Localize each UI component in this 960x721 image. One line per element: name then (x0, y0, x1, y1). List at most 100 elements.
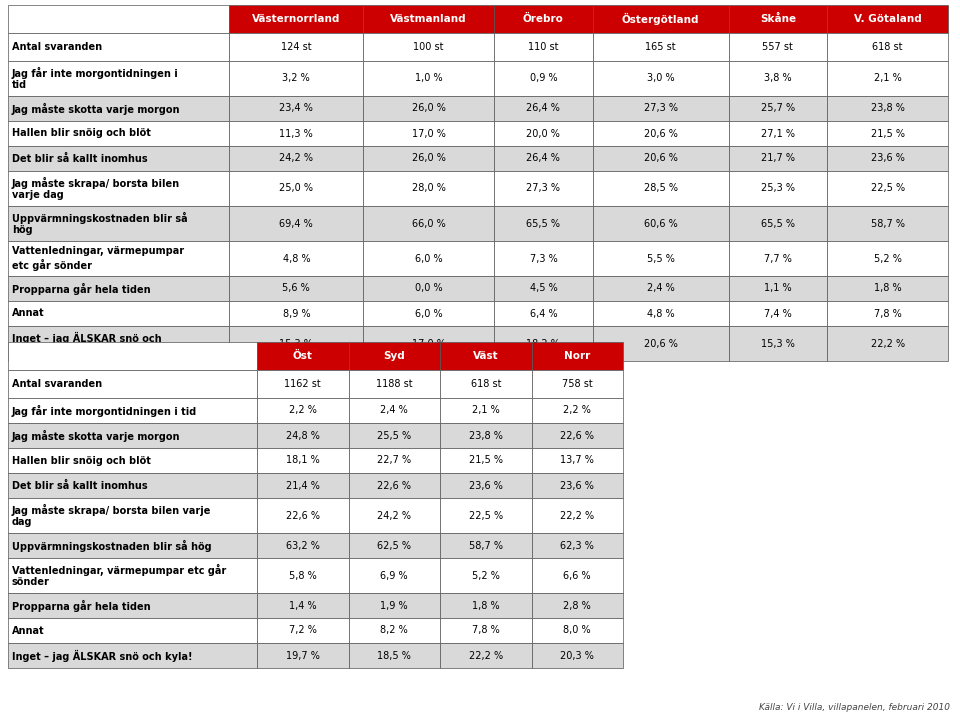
Text: 0,9 %: 0,9 % (530, 74, 557, 84)
Text: 22,2 %: 22,2 % (561, 510, 594, 521)
Text: 22,2 %: 22,2 % (871, 338, 904, 348)
Text: Jag får inte morgontidningen i tid: Jag får inte morgontidningen i tid (12, 404, 197, 417)
Text: 26,0 %: 26,0 % (412, 154, 445, 164)
Text: Skåne: Skåne (760, 14, 796, 24)
Text: Östergötland: Östergötland (622, 13, 700, 25)
Text: 23,6 %: 23,6 % (871, 154, 904, 164)
Text: 5,8 %: 5,8 % (289, 570, 317, 580)
Text: Propparna går hela tiden: Propparna går hela tiden (12, 283, 151, 295)
Text: 63,2 %: 63,2 % (286, 541, 320, 551)
Text: 19,7 %: 19,7 % (286, 650, 320, 660)
Text: Jag måste skotta varje morgon: Jag måste skotta varje morgon (12, 102, 180, 115)
Text: Källa: Vi i Villa, villapanelen, februari 2010: Källa: Vi i Villa, villapanelen, februar… (759, 704, 950, 712)
Text: 27,3 %: 27,3 % (526, 184, 561, 193)
Text: 4,8 %: 4,8 % (282, 254, 310, 263)
Text: 2,1 %: 2,1 % (874, 74, 901, 84)
Text: 758 st: 758 st (562, 379, 592, 389)
Text: 26,0 %: 26,0 % (412, 104, 445, 113)
Text: 22,6 %: 22,6 % (286, 510, 320, 521)
Text: Jag måste skrapa/ borsta bilen varje
dag: Jag måste skrapa/ borsta bilen varje dag (12, 504, 211, 527)
Text: 13,7 %: 13,7 % (561, 456, 594, 466)
Text: 2,8 %: 2,8 % (564, 601, 591, 611)
Text: 15,3 %: 15,3 % (279, 338, 313, 348)
Text: 7,3 %: 7,3 % (530, 254, 558, 263)
Text: 58,7 %: 58,7 % (468, 541, 503, 551)
Text: 22,7 %: 22,7 % (377, 456, 411, 466)
Text: 124 st: 124 st (281, 42, 312, 52)
Text: 17,0 %: 17,0 % (412, 338, 445, 348)
Text: 6,0 %: 6,0 % (415, 309, 443, 319)
Text: 2,1 %: 2,1 % (472, 405, 499, 415)
Text: Annat: Annat (12, 309, 44, 319)
Text: 69,4 %: 69,4 % (279, 218, 313, 229)
Text: 2,4 %: 2,4 % (380, 405, 408, 415)
Text: 0,0 %: 0,0 % (415, 283, 443, 293)
Text: 20,3 %: 20,3 % (561, 650, 594, 660)
Text: Väst: Väst (473, 351, 498, 361)
Text: 18,1 %: 18,1 % (286, 456, 320, 466)
Text: 110 st: 110 st (528, 42, 559, 52)
Text: Inget – jag ÄLSKAR snö och kyla!: Inget – jag ÄLSKAR snö och kyla! (12, 650, 193, 662)
Text: 8,9 %: 8,9 % (282, 309, 310, 319)
Text: 20,6 %: 20,6 % (644, 128, 678, 138)
Text: 5,6 %: 5,6 % (282, 283, 310, 293)
Text: 24,2 %: 24,2 % (377, 510, 411, 521)
Text: 6,6 %: 6,6 % (564, 570, 591, 580)
Text: 22,2 %: 22,2 % (468, 650, 503, 660)
Text: 25,3 %: 25,3 % (761, 184, 795, 193)
Text: 1188 st: 1188 st (376, 379, 413, 389)
Text: Antal svaranden: Antal svaranden (12, 379, 102, 389)
Text: 11,3 %: 11,3 % (279, 128, 313, 138)
Text: 18,2 %: 18,2 % (526, 338, 561, 348)
Text: Västmanland: Västmanland (391, 14, 467, 24)
Text: 65,5 %: 65,5 % (761, 218, 795, 229)
Text: 23,4 %: 23,4 % (279, 104, 313, 113)
Text: 24,8 %: 24,8 % (286, 430, 320, 441)
Text: 1,1 %: 1,1 % (764, 283, 792, 293)
Text: 1162 st: 1162 st (284, 379, 322, 389)
Text: Västernorrland: Västernorrland (252, 14, 341, 24)
Text: 65,5 %: 65,5 % (526, 218, 561, 229)
Text: 4,5 %: 4,5 % (530, 283, 558, 293)
Text: 6,4 %: 6,4 % (530, 309, 557, 319)
Text: 21,5 %: 21,5 % (871, 128, 904, 138)
Text: 22,5 %: 22,5 % (468, 510, 503, 521)
Text: Inget – jag ÄLSKAR snö och
kyla!: Inget – jag ÄLSKAR snö och kyla! (12, 332, 161, 355)
Text: 165 st: 165 st (645, 42, 676, 52)
Text: 60,6 %: 60,6 % (644, 218, 678, 229)
Text: 26,4 %: 26,4 % (526, 104, 561, 113)
Text: 100 st: 100 st (414, 42, 444, 52)
Text: 1,9 %: 1,9 % (380, 601, 408, 611)
Text: Uppvärmningskostnaden blir så
hög: Uppvärmningskostnaden blir så hög (12, 212, 187, 235)
Text: 20,6 %: 20,6 % (644, 154, 678, 164)
Text: 28,0 %: 28,0 % (412, 184, 445, 193)
Text: Hallen blir snöig och blöt: Hallen blir snöig och blöt (12, 456, 151, 466)
Text: Antal svaranden: Antal svaranden (12, 42, 102, 52)
Text: 618 st: 618 st (873, 42, 902, 52)
Text: Örebro: Örebro (523, 14, 564, 24)
Text: 3,2 %: 3,2 % (282, 74, 310, 84)
Text: 23,6 %: 23,6 % (561, 480, 594, 490)
Text: Uppvärmningskostnaden blir så hög: Uppvärmningskostnaden blir så hög (12, 539, 211, 552)
Text: Vattenledningar, värmepumpar etc går
sönder: Vattenledningar, värmepumpar etc går sön… (12, 564, 227, 588)
Text: 17,0 %: 17,0 % (412, 128, 445, 138)
Text: 2,2 %: 2,2 % (289, 405, 317, 415)
Text: 26,4 %: 26,4 % (526, 154, 561, 164)
Text: 1,8 %: 1,8 % (874, 283, 901, 293)
Text: 5,5 %: 5,5 % (647, 254, 675, 263)
Text: 7,8 %: 7,8 % (874, 309, 901, 319)
Text: 24,2 %: 24,2 % (279, 154, 313, 164)
Text: 18,5 %: 18,5 % (377, 650, 411, 660)
Text: 618 st: 618 st (470, 379, 501, 389)
Text: 8,2 %: 8,2 % (380, 626, 408, 635)
Text: 22,6 %: 22,6 % (377, 480, 411, 490)
Text: 7,8 %: 7,8 % (472, 626, 499, 635)
Text: 20,6 %: 20,6 % (644, 338, 678, 348)
Text: Jag får inte morgontidningen i
tid: Jag får inte morgontidningen i tid (12, 66, 179, 90)
Text: 15,3 %: 15,3 % (761, 338, 795, 348)
Text: 21,5 %: 21,5 % (468, 456, 503, 466)
Text: 3,8 %: 3,8 % (764, 74, 792, 84)
Text: 62,3 %: 62,3 % (561, 541, 594, 551)
Text: 21,7 %: 21,7 % (761, 154, 795, 164)
Text: 22,5 %: 22,5 % (871, 184, 904, 193)
